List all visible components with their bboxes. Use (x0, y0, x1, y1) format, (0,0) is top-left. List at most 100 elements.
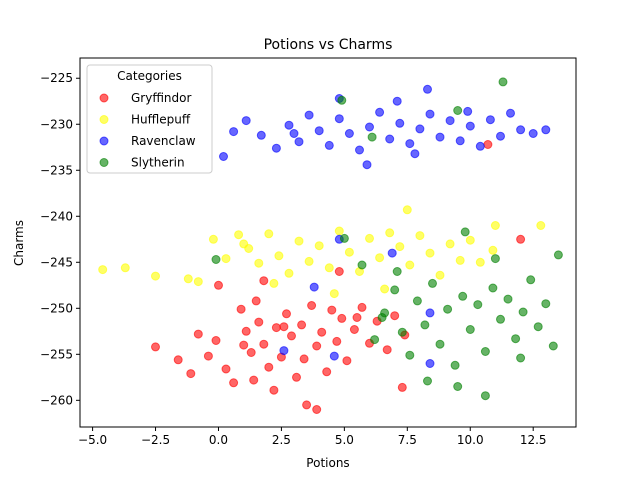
data-point-ravenclaw-5 (284, 120, 294, 130)
x-tick-label: 10.0 (457, 433, 484, 447)
data-point-slytherin-18 (450, 360, 460, 370)
data-point-ravenclaw-24 (475, 141, 485, 151)
y-tick-label: −240 (40, 209, 73, 223)
legend-box (86, 64, 213, 174)
data-point-gryffindor-16 (271, 323, 281, 333)
x-axis: −5.0 −2.5 0.0 2.5 5.0 7.5 10.0 12.5 (78, 427, 547, 447)
data-point-gryffindor-1 (173, 355, 183, 365)
legend-marker-slytherin (99, 158, 109, 167)
data-point-hufflepuff-34 (402, 205, 412, 215)
data-point-ravenclaw-13 (365, 122, 374, 132)
data-point-gryffindor-32 (357, 302, 367, 312)
data-point-hufflepuff-19 (365, 233, 374, 243)
data-point-gryffindor-36 (390, 311, 400, 321)
data-point-gryffindor-39 (312, 405, 322, 414)
data-point-hufflepuff-3 (183, 274, 193, 284)
data-point-gryffindor-19 (287, 331, 296, 341)
data-point-ravenclaw-1 (229, 127, 239, 137)
y-tick-label: −230 (40, 117, 73, 131)
data-point-ravenclaw-27 (506, 108, 515, 118)
data-point-hufflepuff-39 (239, 239, 249, 249)
legend: Categories Gryffindor Hufflepuff Ravenclaw S… (86, 64, 213, 174)
data-point-gryffindor-0 (151, 342, 160, 352)
data-point-hufflepuff-17 (344, 247, 354, 257)
data-point-ravenclaw-29 (528, 129, 538, 138)
data-point-gryffindor-3 (193, 329, 203, 339)
x-tick-label: 0.0 (209, 433, 228, 447)
data-point-slytherin-39 (490, 254, 500, 264)
data-point-slytherin-6 (498, 77, 508, 87)
data-point-gryffindor-10 (246, 348, 256, 357)
data-point-slytherin-30 (541, 299, 551, 309)
x-tick-label: 7.5 (398, 433, 417, 447)
plot-points (98, 77, 563, 414)
data-point-gryffindor-12 (254, 317, 264, 327)
data-point-slytherin-11 (397, 327, 407, 337)
data-point-slytherin-31 (548, 341, 558, 351)
data-point-slytherin-1 (337, 95, 347, 105)
data-point-hufflepuff-0 (98, 265, 108, 275)
data-point-hufflepuff-9 (264, 229, 274, 239)
axes-frame (79, 57, 577, 428)
data-point-gryffindor-14 (264, 362, 274, 372)
data-point-gryffindor-18 (282, 309, 291, 319)
data-point-slytherin-27 (518, 307, 528, 317)
data-point-slytherin-21 (473, 300, 483, 310)
data-point-ravenclaw-33 (392, 96, 402, 106)
data-point-gryffindor-4 (203, 351, 213, 361)
data-point-gryffindor-24 (312, 341, 322, 351)
data-point-gryffindor-44 (516, 234, 526, 244)
data-point-gryffindor-25 (317, 327, 327, 337)
data-point-ravenclaw-0 (219, 152, 228, 161)
legend-label-ravenclaw: Ravenclaw (131, 134, 196, 148)
data-point-hufflepuff-35 (208, 234, 218, 244)
chart-title: Potions vs Charms (264, 37, 393, 53)
data-point-slytherin-10 (390, 285, 400, 295)
data-point-ravenclaw-9 (324, 140, 334, 150)
data-point-ravenclaw-35 (279, 346, 289, 356)
data-point-gryffindor-13 (259, 339, 269, 349)
data-point-gryffindor-2 (186, 369, 196, 379)
data-point-slytherin-26 (511, 334, 521, 344)
data-point-gryffindor-28 (332, 336, 342, 346)
data-point-hufflepuff-32 (490, 221, 500, 230)
data-point-gryffindor-49 (249, 375, 259, 385)
data-point-ravenclaw-15 (385, 134, 395, 144)
legend-label-gryffindor: Gryffindor (131, 91, 192, 105)
data-point-hufflepuff-29 (465, 235, 475, 245)
data-point-hufflepuff-22 (395, 242, 405, 252)
data-point-gryffindor-20 (292, 372, 301, 382)
data-point-slytherin-13 (412, 296, 422, 306)
data-point-slytherin-37 (516, 353, 526, 363)
data-point-hufflepuff-26 (435, 270, 445, 280)
data-point-ravenclaw-32 (423, 84, 432, 94)
data-point-slytherin-33 (480, 391, 490, 401)
data-point-slytherin-38 (392, 267, 402, 276)
data-point-ravenclaw-43 (410, 149, 420, 159)
data-point-slytherin-4 (453, 106, 463, 115)
y-tick-label: −250 (40, 301, 73, 315)
data-point-slytherin-32 (553, 250, 563, 260)
data-point-ravenclaw-28 (516, 125, 526, 135)
data-point-ravenclaw-8 (314, 126, 324, 136)
data-point-hufflepuff-36 (269, 278, 279, 288)
data-point-gryffindor-35 (382, 345, 392, 355)
data-point-ravenclaw-16 (395, 118, 405, 128)
data-point-hufflepuff-8 (254, 258, 264, 268)
data-point-gryffindor-29 (337, 313, 347, 323)
data-point-hufflepuff-28 (455, 255, 465, 265)
data-point-gryffindor-21 (297, 320, 307, 330)
x-tick-label: −5.0 (78, 433, 107, 447)
x-axis-title: Potions (306, 456, 349, 470)
y-tick-label: −235 (40, 163, 73, 177)
data-point-slytherin-25 (503, 294, 513, 304)
data-point-hufflepuff-33 (536, 221, 546, 230)
data-point-gryffindor-7 (229, 378, 239, 388)
data-point-gryffindor-45 (239, 340, 249, 350)
data-point-slytherin-8 (370, 335, 380, 345)
y-tick-label: −225 (40, 71, 73, 85)
data-point-slytherin-16 (435, 339, 445, 349)
data-point-ravenclaw-10 (334, 114, 344, 124)
data-point-slytherin-5 (460, 227, 470, 237)
x-tick-label: 2.5 (272, 433, 291, 447)
